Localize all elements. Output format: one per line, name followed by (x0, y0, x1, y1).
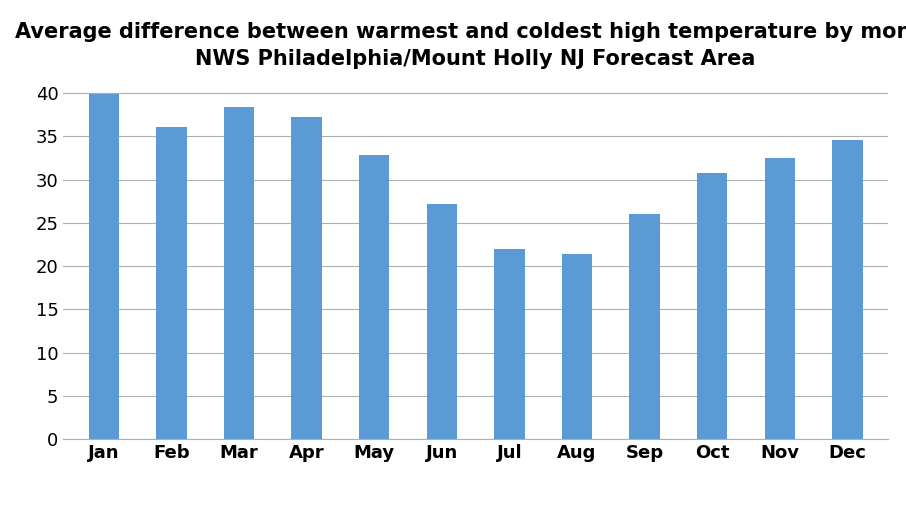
Bar (630, 214, 660, 439)
Bar (157, 127, 187, 439)
Bar (427, 204, 457, 439)
Bar (765, 158, 795, 439)
Bar (359, 156, 390, 439)
Bar (832, 140, 863, 439)
Title: Average difference between warmest and coldest high temperature by month
NWS Phi: Average difference between warmest and c… (15, 22, 906, 69)
Bar (697, 173, 728, 439)
Bar (562, 254, 593, 439)
Bar (224, 107, 255, 439)
Bar (89, 94, 120, 439)
Bar (495, 249, 525, 439)
Bar (292, 117, 322, 439)
